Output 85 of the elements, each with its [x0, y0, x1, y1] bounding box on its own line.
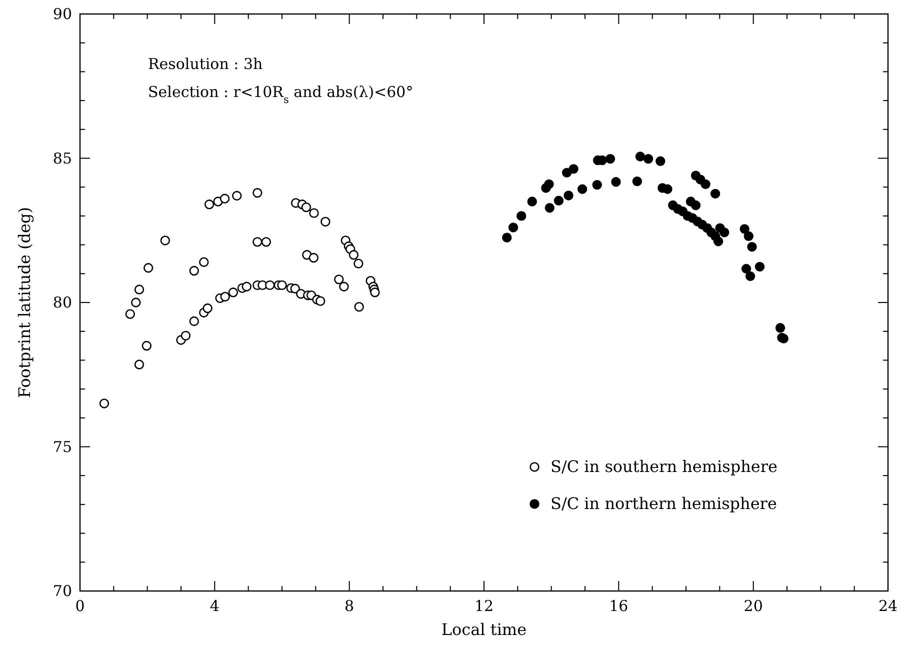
point — [562, 168, 572, 178]
x-tick-label: 8 — [344, 597, 354, 615]
x-tick-label: 16 — [609, 597, 628, 615]
point — [99, 398, 110, 408]
point — [242, 282, 252, 292]
point — [577, 184, 588, 194]
y-tick-label: 70 — [52, 582, 72, 600]
annotation: Resolution : 3h — [148, 55, 264, 73]
point — [189, 266, 199, 276]
point — [643, 154, 654, 164]
legend-label: S/C in northern hemisphere — [550, 494, 777, 513]
point — [700, 179, 710, 190]
point — [775, 323, 786, 333]
point — [290, 284, 300, 294]
point — [611, 177, 621, 187]
point — [316, 296, 326, 306]
point — [605, 154, 616, 164]
x-tick-label: 24 — [878, 597, 898, 615]
point — [527, 196, 537, 206]
point — [754, 262, 765, 272]
point — [204, 200, 214, 210]
point — [202, 303, 212, 314]
point — [265, 280, 275, 290]
point — [232, 190, 242, 201]
point — [508, 222, 518, 232]
point — [740, 224, 750, 234]
point — [143, 263, 154, 273]
point — [564, 190, 574, 200]
point — [632, 176, 642, 186]
point — [160, 236, 170, 246]
point — [261, 237, 272, 247]
annotation: Selection : r<10R$_{s}$ and abs(λ)<60° — [148, 83, 414, 106]
point — [656, 156, 666, 166]
x-axis-title: Local time — [441, 620, 527, 639]
point — [741, 264, 752, 274]
point — [309, 208, 319, 218]
point — [720, 228, 730, 238]
point — [134, 360, 144, 370]
x-tick-label: 4 — [210, 597, 220, 615]
point — [713, 236, 724, 246]
point — [220, 292, 230, 302]
point — [199, 257, 209, 267]
point — [142, 340, 152, 351]
point — [592, 180, 602, 190]
point — [339, 282, 349, 292]
point — [308, 252, 318, 263]
x-tick-label: 20 — [744, 597, 763, 615]
point — [710, 188, 720, 199]
point — [747, 242, 757, 252]
point — [690, 200, 701, 210]
point — [252, 237, 262, 247]
point — [744, 231, 754, 241]
point — [134, 284, 144, 294]
legend-label: S/C in southern hemisphere — [550, 456, 778, 476]
point — [662, 184, 672, 194]
point — [189, 316, 199, 326]
point — [516, 211, 526, 221]
point — [568, 164, 578, 174]
x-tick-label: 12 — [474, 597, 494, 615]
point — [544, 179, 554, 190]
y-tick-label: 80 — [52, 294, 72, 312]
point — [252, 188, 262, 198]
point — [228, 288, 238, 298]
point — [180, 330, 191, 341]
point — [544, 203, 554, 213]
point — [125, 309, 136, 319]
point — [334, 274, 344, 284]
point — [348, 250, 359, 260]
y-tick-label: 85 — [52, 149, 72, 168]
y-tick-label: 90 — [52, 5, 72, 23]
y-tick-label: 75 — [52, 438, 72, 456]
point — [370, 288, 380, 298]
point — [220, 194, 230, 204]
point — [635, 152, 646, 162]
point — [354, 302, 364, 312]
point — [554, 196, 564, 206]
point — [320, 216, 330, 227]
y-axis-title: Footprint latitude (deg) — [15, 207, 34, 398]
point — [354, 258, 364, 268]
x-tick-label: 0 — [75, 597, 85, 615]
point — [745, 271, 756, 282]
point — [277, 280, 287, 290]
point — [502, 232, 512, 242]
point — [301, 202, 312, 212]
point — [131, 298, 141, 308]
